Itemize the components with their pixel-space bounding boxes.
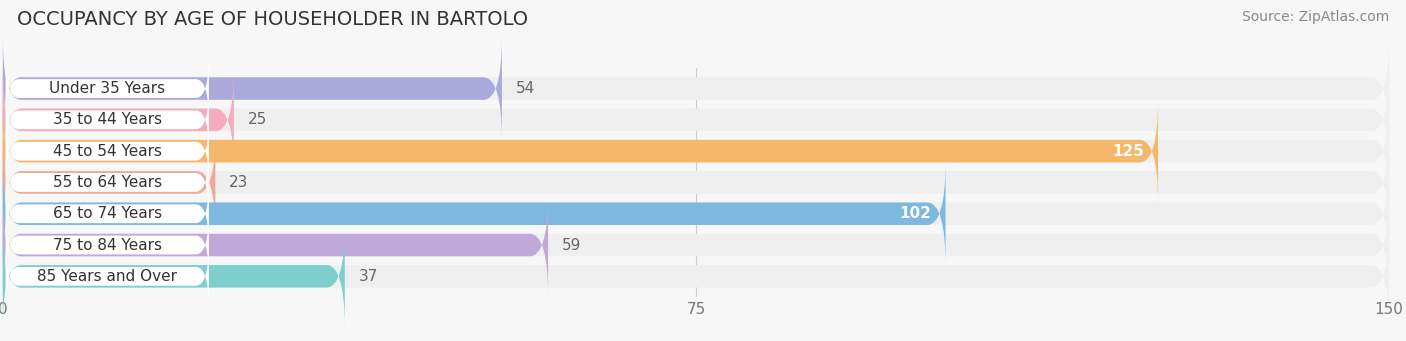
FancyBboxPatch shape: [6, 148, 209, 217]
Text: OCCUPANCY BY AGE OF HOUSEHOLDER IN BARTOLO: OCCUPANCY BY AGE OF HOUSEHOLDER IN BARTO…: [17, 10, 529, 29]
Text: Under 35 Years: Under 35 Years: [49, 81, 166, 96]
Text: 59: 59: [562, 238, 581, 253]
Text: 37: 37: [359, 269, 378, 284]
FancyBboxPatch shape: [3, 131, 215, 234]
FancyBboxPatch shape: [6, 54, 209, 123]
FancyBboxPatch shape: [3, 69, 1389, 171]
FancyBboxPatch shape: [6, 179, 209, 248]
FancyBboxPatch shape: [3, 37, 502, 140]
FancyBboxPatch shape: [3, 225, 344, 328]
Text: 55 to 64 Years: 55 to 64 Years: [52, 175, 162, 190]
FancyBboxPatch shape: [3, 162, 1389, 265]
FancyBboxPatch shape: [6, 117, 209, 186]
Text: 65 to 74 Years: 65 to 74 Years: [52, 206, 162, 221]
FancyBboxPatch shape: [6, 211, 209, 280]
FancyBboxPatch shape: [3, 69, 233, 171]
FancyBboxPatch shape: [3, 100, 1389, 203]
Text: Source: ZipAtlas.com: Source: ZipAtlas.com: [1241, 10, 1389, 24]
FancyBboxPatch shape: [3, 194, 548, 296]
FancyBboxPatch shape: [3, 194, 1389, 296]
Text: 85 Years and Over: 85 Years and Over: [37, 269, 177, 284]
Text: 125: 125: [1112, 144, 1144, 159]
Text: 54: 54: [516, 81, 536, 96]
FancyBboxPatch shape: [6, 85, 209, 154]
Text: 102: 102: [900, 206, 932, 221]
FancyBboxPatch shape: [3, 100, 1159, 203]
Text: 75 to 84 Years: 75 to 84 Years: [53, 238, 162, 253]
FancyBboxPatch shape: [3, 225, 1389, 328]
Text: 35 to 44 Years: 35 to 44 Years: [52, 112, 162, 127]
Text: 23: 23: [229, 175, 249, 190]
FancyBboxPatch shape: [3, 131, 1389, 234]
FancyBboxPatch shape: [3, 162, 945, 265]
Text: 45 to 54 Years: 45 to 54 Years: [53, 144, 162, 159]
FancyBboxPatch shape: [3, 37, 1389, 140]
FancyBboxPatch shape: [6, 242, 209, 311]
Text: 25: 25: [247, 112, 267, 127]
